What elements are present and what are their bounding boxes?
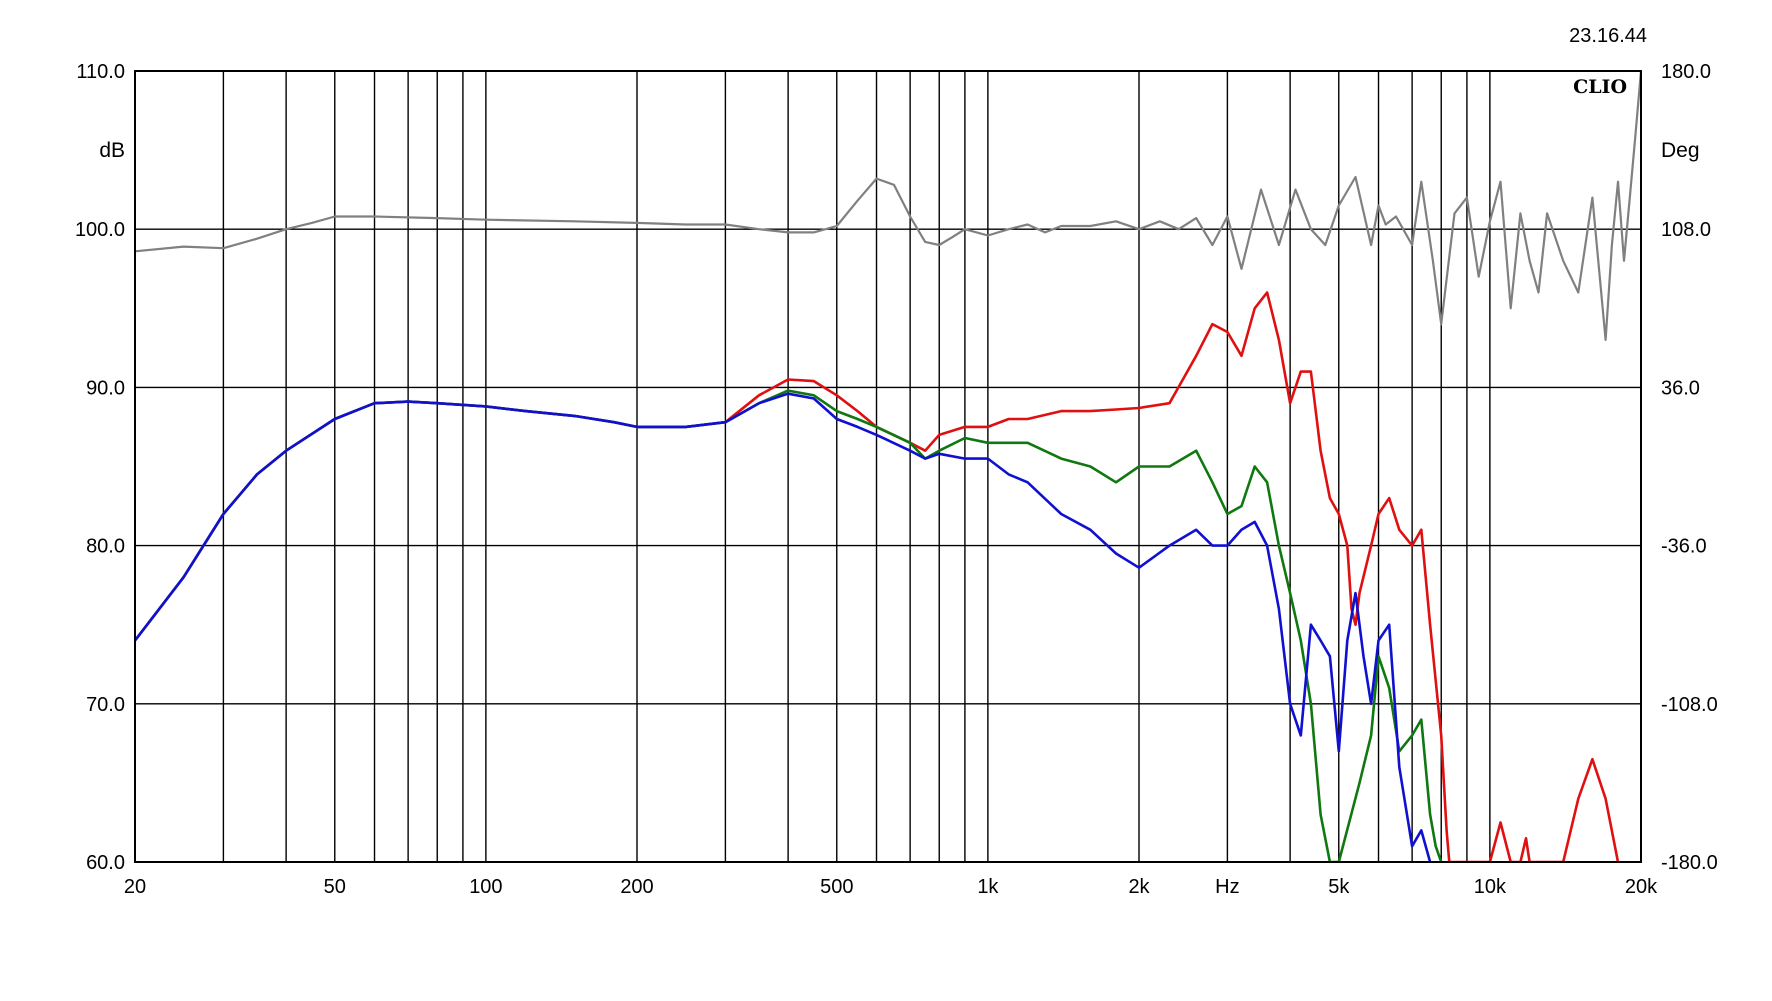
y2-tick-label: -180.0 — [1661, 852, 1718, 874]
x-tick-label: 1k — [977, 876, 999, 898]
y-axis-label: dB — [99, 139, 125, 162]
y2-tick-label: -108.0 — [1661, 694, 1718, 716]
x-axis-label: Hz — [1215, 876, 1239, 898]
y-tick-label: 80.0 — [86, 536, 125, 558]
clio-logo: CLIO — [1573, 76, 1627, 98]
y-tick-label: 90.0 — [86, 377, 125, 399]
y-tick-label: 110.0 — [76, 61, 125, 83]
plot-series — [135, 71, 1641, 862]
x-tick-label: 5k — [1328, 876, 1350, 898]
grid — [135, 71, 1641, 862]
x-tick-label: 20k — [1625, 876, 1658, 898]
x-tick-label: 100 — [469, 876, 502, 898]
x-tick-label: 200 — [620, 876, 653, 898]
x-tick-label: 50 — [324, 876, 346, 898]
y2-axis-label: Deg — [1661, 139, 1700, 162]
y-tick-label: 60.0 — [86, 852, 125, 874]
y-tick-label: 100.0 — [75, 219, 125, 241]
plot-frame — [134, 70, 1642, 863]
axis-labels: 20 50 100 200 500 1k 2k 5k 10k 20k Hz 60.0 70.0 80.0 9… — [75, 61, 1718, 898]
y2-tick-label: 180.0 — [1661, 61, 1711, 83]
y2-tick-label: -36.0 — [1661, 536, 1707, 558]
x-tick-label: 10k — [1474, 876, 1507, 898]
y2-tick-label: 36.0 — [1661, 377, 1700, 399]
y2-tick-label: 108.0 — [1661, 219, 1711, 241]
y-tick-label: 70.0 — [86, 694, 125, 716]
x-tick-label: 20 — [124, 876, 146, 898]
timestamp: 23.16.44 — [1569, 25, 1647, 47]
x-tick-label: 500 — [820, 876, 853, 898]
series-line-3 — [135, 392, 1432, 862]
series-line-0 — [135, 71, 1641, 341]
x-tick-label: 2k — [1128, 876, 1150, 898]
